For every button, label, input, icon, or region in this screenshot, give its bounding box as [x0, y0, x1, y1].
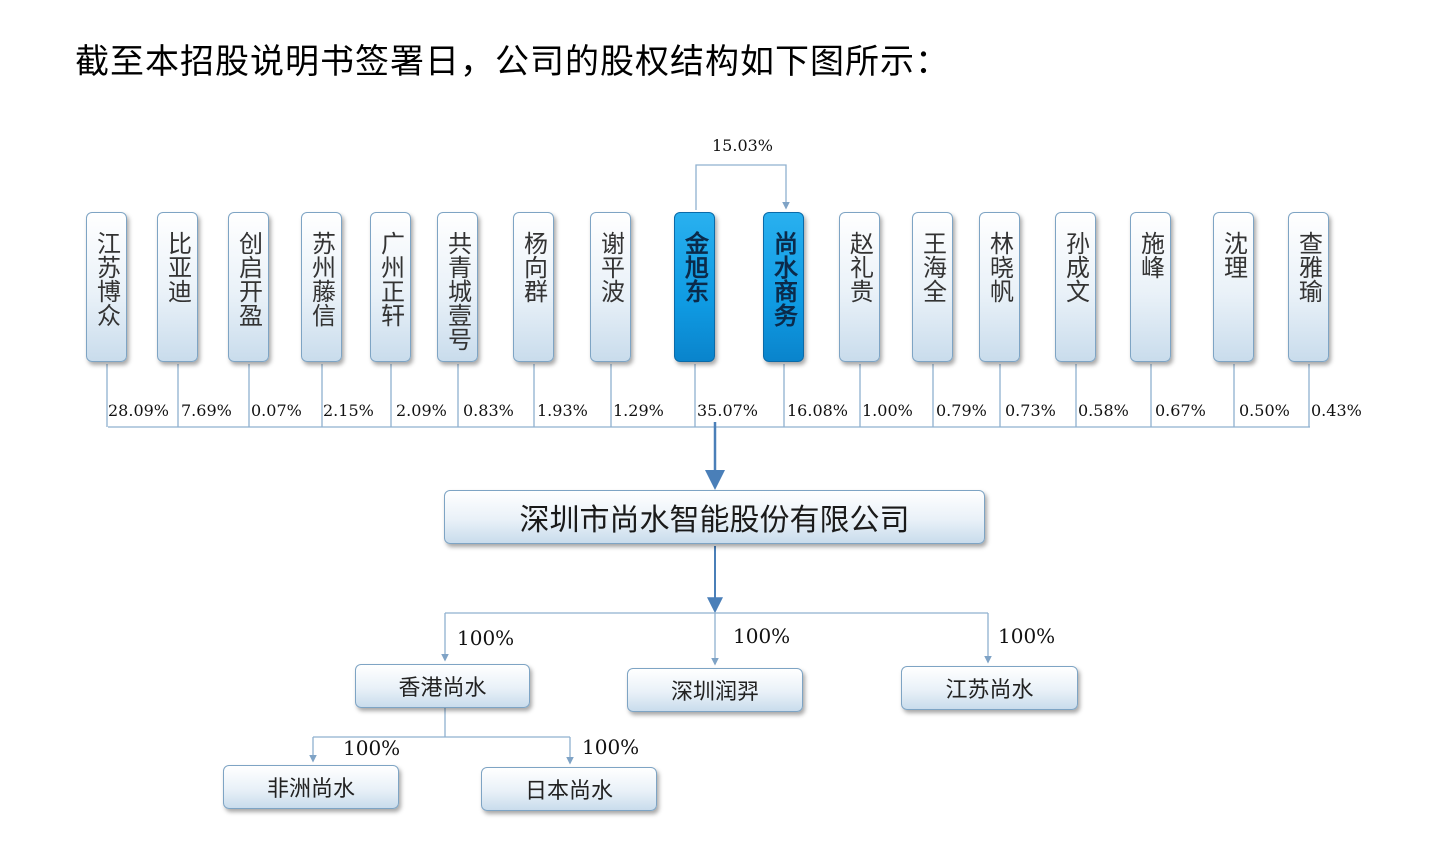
- shareholder-box: 苏州藤信: [301, 212, 342, 362]
- shareholder-pct: 0.58%: [1078, 401, 1129, 420]
- subsidiary-pct-js: 100%: [998, 624, 1056, 648]
- shareholder-box: 沈理: [1213, 212, 1254, 362]
- shareholder-box: 创启开盈: [228, 212, 269, 362]
- shareholder-box: 杨向群: [513, 212, 554, 362]
- shareholder-pct: 0.79%: [936, 401, 987, 420]
- shareholder-box: 查雅瑜: [1288, 212, 1329, 362]
- shareholder-box: 广州正轩: [370, 212, 411, 362]
- shareholder-name: 江苏博众: [92, 231, 121, 327]
- shareholder-name: 共青城壹号: [443, 231, 472, 351]
- intro-text: 截至本招股说明书签署日，公司的股权结构如下图所示：: [75, 42, 950, 82]
- shareholder-name: 金旭东: [680, 231, 709, 303]
- shareholder-pct: 16.08%: [787, 401, 849, 420]
- shareholder-pct: 0.67%: [1155, 401, 1206, 420]
- subsidiary-pct-africa: 100%: [343, 736, 401, 760]
- company-box: 深圳市尚水智能股份有限公司: [444, 490, 985, 544]
- shareholder-pct: 2.15%: [323, 401, 374, 420]
- shareholder-name: 谢平波: [596, 231, 625, 303]
- shareholder-pct: 28.09%: [108, 401, 170, 420]
- shareholder-pct: 0.50%: [1239, 401, 1290, 420]
- subsidiary-box-africa: 非洲尚水: [223, 765, 399, 809]
- shareholder-name: 杨向群: [519, 231, 548, 303]
- shareholder-box: 林晓帆: [979, 212, 1020, 362]
- shareholder-box: 谢平波: [590, 212, 631, 362]
- shareholder-box: 施峰: [1130, 212, 1171, 362]
- shareholder-name: 孙成文: [1061, 231, 1090, 303]
- subsidiary-pct-sz: 100%: [733, 624, 791, 648]
- shareholder-box: 金旭东: [674, 212, 715, 362]
- subsidiary-box-japan: 日本尚水: [481, 767, 657, 811]
- shareholder-name: 沈理: [1219, 231, 1248, 279]
- shareholder-name: 赵礼贵: [845, 231, 874, 303]
- shareholder-pct: 0.83%: [463, 401, 514, 420]
- shareholder-name: 林晓帆: [985, 231, 1014, 303]
- shareholder-pct: 1.93%: [537, 401, 588, 420]
- shareholder-name: 苏州藤信: [307, 231, 336, 327]
- shareholder-name: 查雅瑜: [1294, 231, 1323, 303]
- shareholder-box: 孙成文: [1055, 212, 1096, 362]
- shareholder-box: 江苏博众: [86, 212, 127, 362]
- shareholder-pct: 1.00%: [862, 401, 913, 420]
- shareholder-pct: 35.07%: [697, 401, 759, 420]
- shareholder-box: 赵礼贵: [839, 212, 880, 362]
- shareholder-box: 共青城壹号: [437, 212, 478, 362]
- shareholder-box: 尚水商务: [763, 212, 804, 362]
- subsidiary-pct-hk: 100%: [457, 626, 515, 650]
- shareholder-name: 比亚迪: [163, 231, 192, 303]
- shareholder-name: 施峰: [1136, 231, 1165, 279]
- shareholder-pct: 1.29%: [613, 401, 664, 420]
- shareholder-pct: 7.69%: [181, 401, 232, 420]
- subsidiary-pct-japan: 100%: [582, 735, 640, 759]
- subsidiary-box-js: 江苏尚水: [901, 666, 1078, 710]
- shareholder-pct: 0.43%: [1311, 401, 1362, 420]
- shareholder-pct: 2.09%: [396, 401, 447, 420]
- shareholder-name: 王海全: [918, 231, 947, 303]
- shareholder-pct: 0.07%: [251, 401, 302, 420]
- subsidiary-box-sz: 深圳润羿: [627, 668, 803, 712]
- shareholder-name: 创启开盈: [234, 231, 263, 327]
- shareholder-name: 广州正轩: [376, 231, 405, 327]
- shareholder-name: 尚水商务: [769, 231, 798, 327]
- shareholder-box: 比亚迪: [157, 212, 198, 362]
- shareholder-box: 王海全: [912, 212, 953, 362]
- shareholder-pct: 0.73%: [1005, 401, 1056, 420]
- subsidiary-box-hk: 香港尚水: [355, 664, 530, 708]
- cross-holding-pct: 15.03%: [712, 136, 774, 155]
